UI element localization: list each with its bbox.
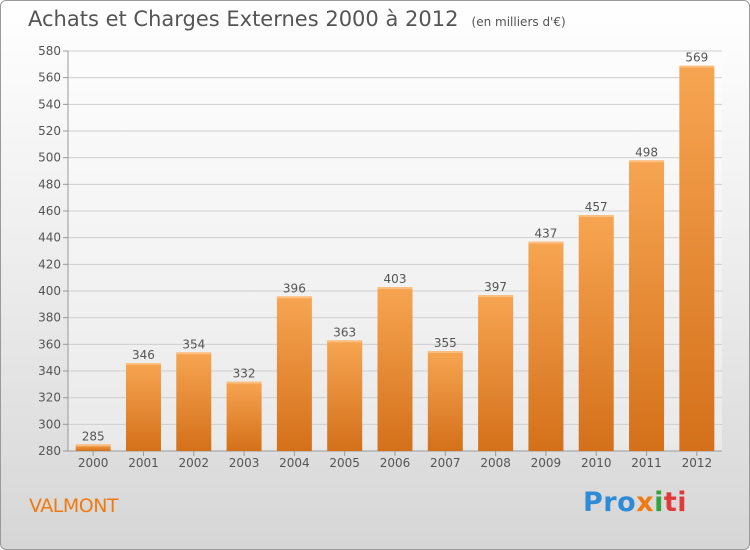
data-label: 346 bbox=[132, 348, 155, 362]
y-tick-label: 540 bbox=[38, 97, 61, 111]
y-tick-label: 420 bbox=[38, 257, 61, 271]
commune-name: VALMONT bbox=[29, 495, 119, 517]
bar-highlight bbox=[377, 287, 413, 289]
data-label: 498 bbox=[635, 145, 658, 159]
x-tick-label: 2003 bbox=[229, 456, 260, 470]
bar-highlight bbox=[629, 160, 665, 163]
data-label: 397 bbox=[484, 280, 507, 294]
bar bbox=[629, 160, 665, 452]
y-tick-label: 280 bbox=[38, 444, 61, 458]
bar bbox=[427, 351, 463, 451]
bar bbox=[75, 444, 111, 451]
y-tick-label: 320 bbox=[38, 391, 61, 405]
data-label: 354 bbox=[182, 337, 205, 351]
y-tick-label: 300 bbox=[38, 417, 61, 431]
bar bbox=[327, 340, 363, 451]
bar-highlight bbox=[276, 296, 312, 299]
x-tick-label: 2006 bbox=[380, 456, 411, 470]
bar-highlight bbox=[478, 295, 514, 297]
x-tick-label: 2005 bbox=[329, 456, 360, 470]
chart-subtitle: (en milliers d'€) bbox=[471, 15, 566, 29]
x-tick-label: 2001 bbox=[128, 456, 159, 470]
bar-highlight bbox=[528, 241, 564, 244]
bar bbox=[226, 381, 262, 451]
y-tick-label: 440 bbox=[38, 231, 61, 245]
bar-highlight bbox=[327, 340, 363, 343]
bar bbox=[125, 363, 161, 451]
y-tick-label: 380 bbox=[38, 311, 61, 325]
data-label: 457 bbox=[585, 200, 608, 214]
bar-highlight bbox=[125, 363, 161, 365]
bar-highlight bbox=[75, 444, 111, 447]
bar-highlight bbox=[176, 352, 212, 355]
x-tick-label: 2007 bbox=[430, 456, 461, 470]
x-tick-label: 2000 bbox=[78, 456, 109, 470]
data-label: 403 bbox=[384, 272, 407, 286]
data-label: 569 bbox=[685, 51, 708, 65]
bar-highlight bbox=[427, 351, 463, 353]
data-label: 285 bbox=[82, 429, 105, 443]
y-tick-label: 480 bbox=[38, 177, 61, 191]
y-tick-label: 360 bbox=[38, 337, 61, 351]
bar-highlight bbox=[578, 215, 614, 217]
y-tick-label: 500 bbox=[38, 151, 61, 165]
x-tick-label: 2009 bbox=[531, 456, 562, 470]
y-tick-label: 580 bbox=[38, 44, 61, 58]
data-label: 332 bbox=[233, 367, 256, 381]
x-tick-label: 2012 bbox=[682, 456, 713, 470]
bar bbox=[176, 352, 212, 451]
bar bbox=[478, 295, 514, 451]
x-tick-label: 2008 bbox=[480, 456, 511, 470]
proxiti-logo: Proxiti bbox=[583, 487, 688, 518]
x-tick-label: 2011 bbox=[631, 456, 662, 470]
bar-highlight bbox=[226, 381, 262, 384]
data-label: 437 bbox=[534, 227, 557, 241]
y-tick-label: 340 bbox=[38, 364, 61, 378]
bar bbox=[679, 65, 715, 452]
chart-title: Achats et Charges Externes 2000 à 2012 bbox=[28, 7, 459, 31]
y-tick-label: 460 bbox=[38, 204, 61, 218]
x-tick-label: 2004 bbox=[279, 456, 310, 470]
bar-highlight bbox=[679, 65, 715, 68]
bar bbox=[578, 215, 614, 451]
bar bbox=[377, 287, 413, 451]
chart-title-block: Achats et Charges Externes 2000 à 2012 (… bbox=[28, 7, 566, 31]
x-tick-label: 2010 bbox=[581, 456, 612, 470]
bar bbox=[276, 296, 312, 451]
x-tick-label: 2002 bbox=[178, 456, 209, 470]
data-label: 355 bbox=[434, 336, 457, 350]
y-tick-label: 560 bbox=[38, 71, 61, 85]
y-tick-label: 400 bbox=[38, 284, 61, 298]
bar bbox=[528, 241, 564, 451]
y-tick-label: 520 bbox=[38, 124, 61, 138]
data-label: 363 bbox=[333, 325, 356, 339]
data-label: 396 bbox=[283, 281, 306, 295]
